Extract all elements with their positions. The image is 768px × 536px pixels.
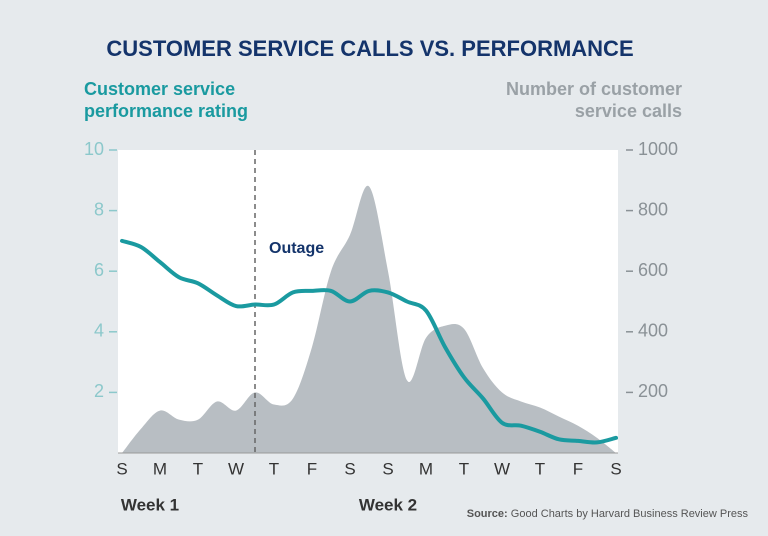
- annotation: Outage: [269, 240, 324, 257]
- y-tick-label: 8: [94, 199, 104, 219]
- x-tick-label: S: [382, 459, 393, 478]
- source-text: Good Charts by Harvard Business Review P…: [511, 508, 749, 520]
- x-tick-label: T: [459, 459, 469, 478]
- y2-tick-label: 400: [638, 321, 668, 341]
- x-tick-label: S: [344, 459, 355, 478]
- y2-tick-label: 200: [638, 381, 668, 401]
- y2-tick-label: 800: [638, 199, 668, 219]
- x-tick-label: F: [307, 459, 317, 478]
- x-tick-label: T: [193, 459, 203, 478]
- x-tick-label: M: [419, 459, 433, 478]
- x-tick-label: F: [573, 459, 583, 478]
- y2-tick-label: 1000: [638, 139, 678, 159]
- x-tick-label: M: [153, 459, 167, 478]
- y-tick-label: 10: [84, 139, 104, 159]
- x-tick-label: W: [494, 459, 510, 478]
- x-tick-label: W: [228, 459, 244, 478]
- y2-axis-title: service calls: [575, 101, 682, 121]
- x-tick-label: S: [610, 459, 621, 478]
- group-label: Week 1: [121, 495, 179, 514]
- y-axis-title: performance rating: [84, 101, 248, 121]
- group-label: Week 2: [359, 495, 417, 514]
- source: Source: Good Charts by Harvard Business …: [467, 508, 749, 520]
- y-tick-label: 4: [94, 321, 104, 341]
- y-axis-title: Customer service: [84, 79, 235, 99]
- y-tick-label: 6: [94, 260, 104, 280]
- x-tick-label: T: [535, 459, 545, 478]
- chart-title: CUSTOMER SERVICE CALLS VS. PERFORMANCE: [106, 36, 633, 61]
- x-tick-label: S: [116, 459, 127, 478]
- y2-axis-title: Number of customer: [506, 79, 682, 99]
- y2-tick-label: 600: [638, 260, 668, 280]
- x-tick-label: T: [269, 459, 279, 478]
- source-label: Source:: [467, 508, 508, 520]
- y-tick-label: 2: [94, 381, 104, 401]
- line: [120, 238, 618, 445]
- area: [122, 185, 616, 453]
